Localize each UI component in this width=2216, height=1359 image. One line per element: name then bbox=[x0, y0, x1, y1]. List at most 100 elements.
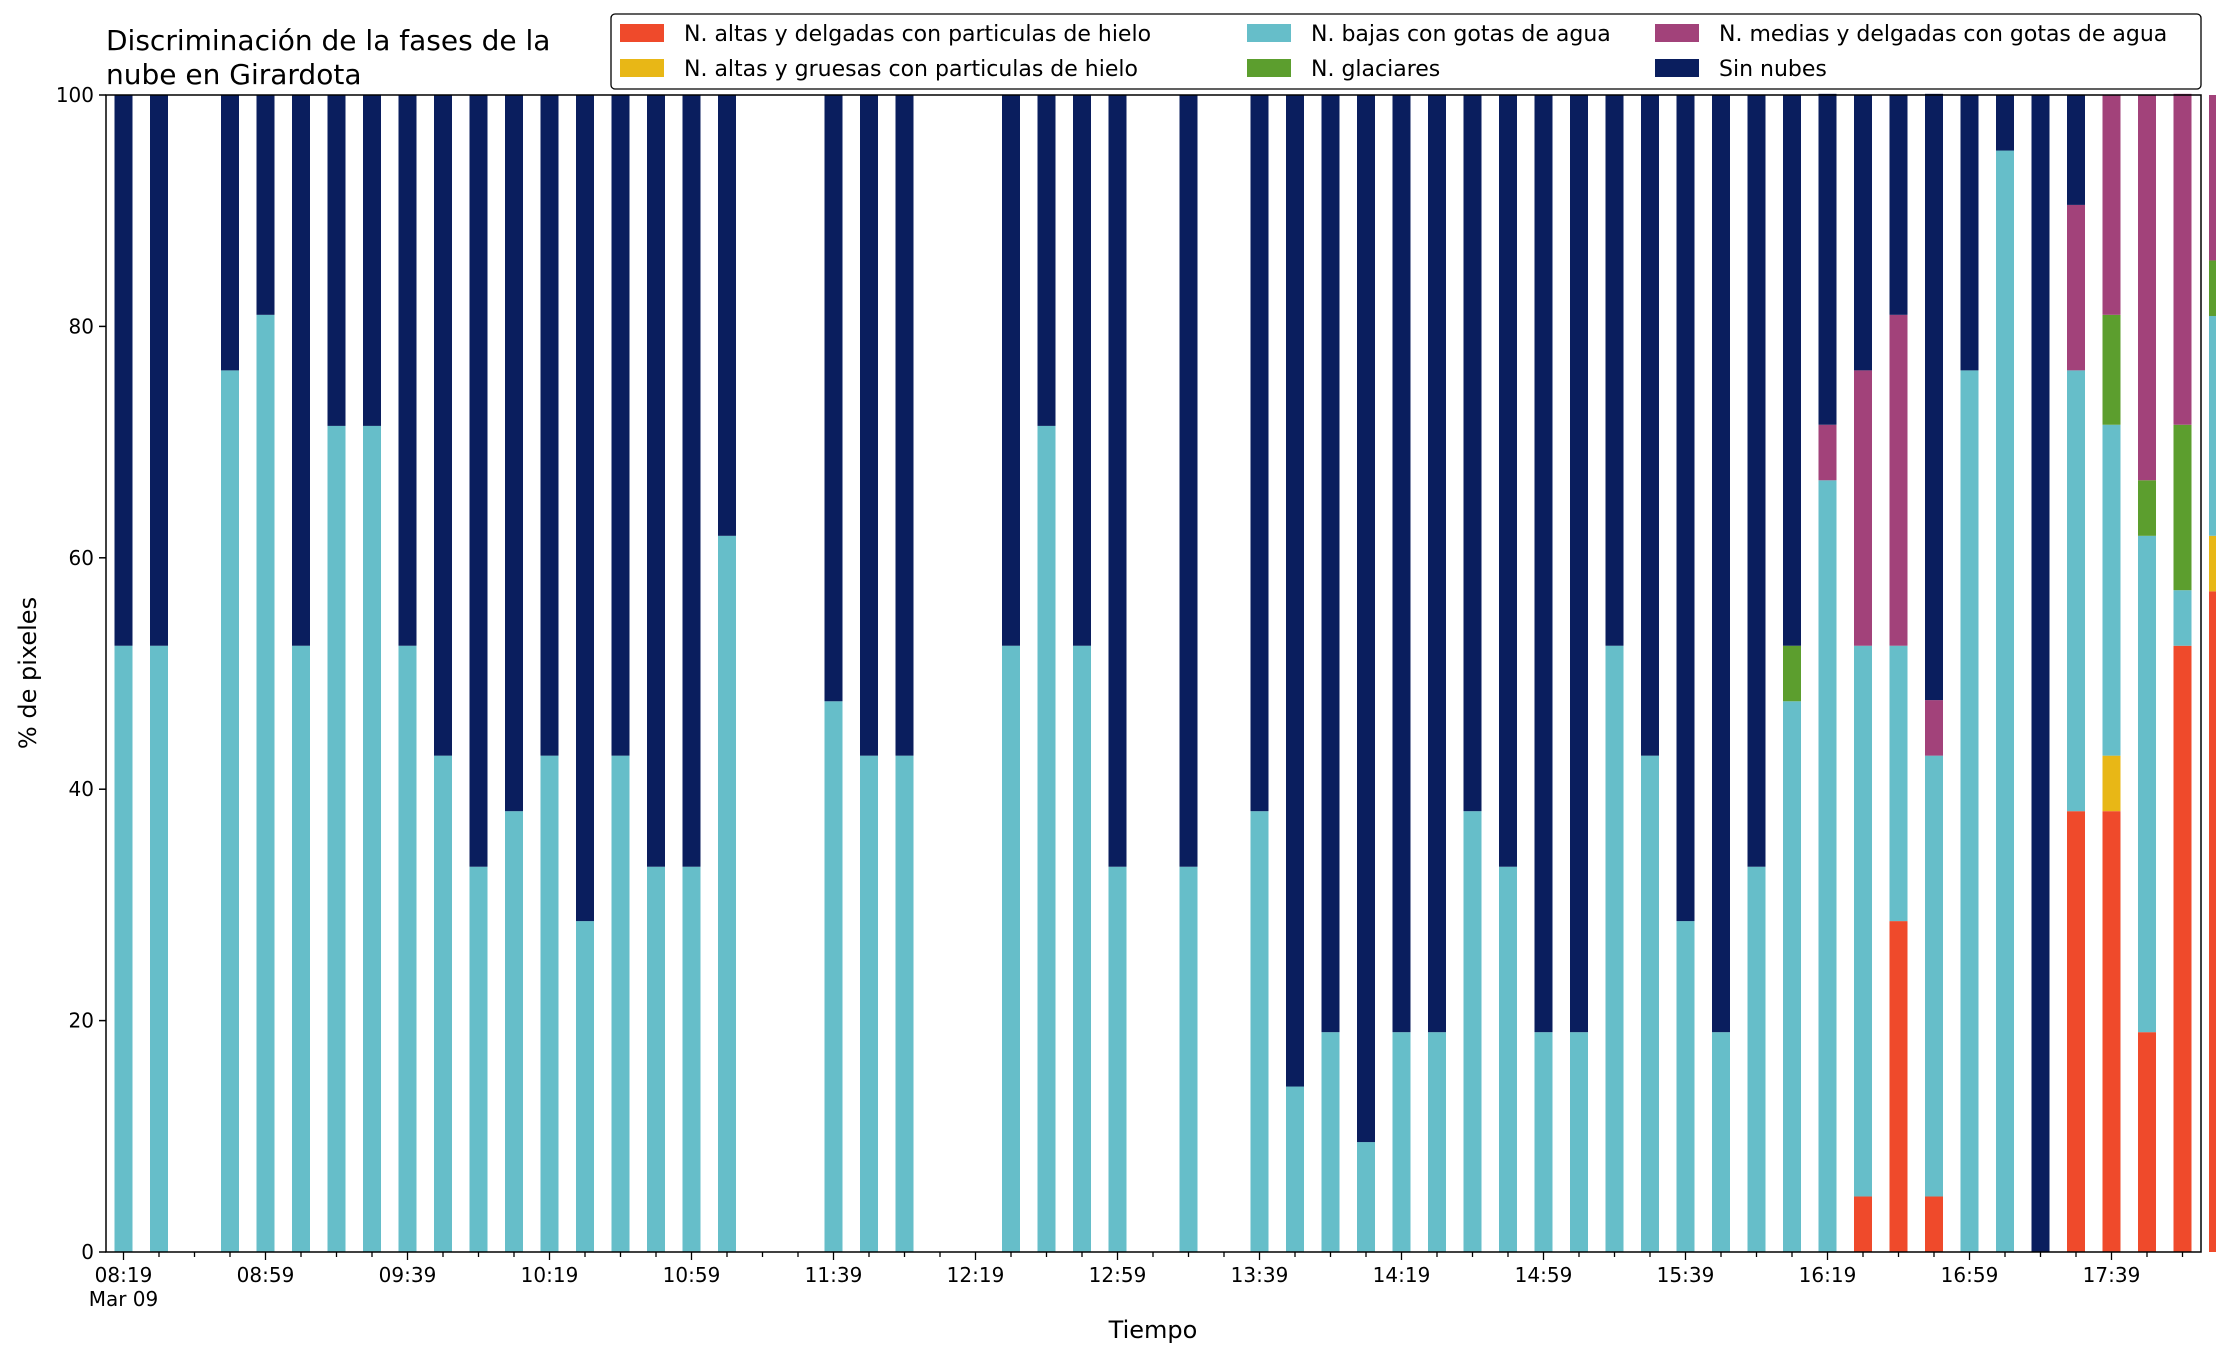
bar-segment bbox=[1783, 95, 1801, 646]
legend-label: N. altas y delgadas con particulas de hi… bbox=[684, 22, 1151, 47]
bar-segment bbox=[1748, 95, 1766, 867]
bar-segment bbox=[434, 756, 452, 1252]
bar-segment bbox=[2174, 425, 2192, 590]
legend-swatch bbox=[1247, 59, 1291, 77]
bar-segment bbox=[1961, 95, 1979, 370]
bar-segment bbox=[1854, 95, 1872, 370]
bar-segment bbox=[2067, 205, 2085, 370]
bar-segment bbox=[576, 95, 594, 921]
legend-swatch bbox=[620, 24, 664, 42]
bar-segment bbox=[505, 95, 523, 811]
bar-segment bbox=[434, 95, 452, 756]
bar-segment bbox=[2209, 95, 2216, 260]
bar-segment bbox=[1925, 94, 1943, 700]
bar-segment bbox=[328, 426, 346, 1252]
x-tick-label: 16:19 bbox=[1799, 1263, 1857, 1287]
bar-segment bbox=[2209, 536, 2216, 592]
bar-segment bbox=[1854, 370, 1872, 645]
bar-segment bbox=[1038, 426, 1056, 1252]
x-tick-label: 15:39 bbox=[1657, 1263, 1715, 1287]
bar-segment bbox=[1712, 1032, 1730, 1252]
bar-segment bbox=[825, 95, 843, 701]
bar-segment bbox=[1677, 921, 1695, 1252]
bar-segment bbox=[1002, 646, 1020, 1252]
x-tick-label: 14:19 bbox=[1373, 1263, 1431, 1287]
bar-segment bbox=[1499, 867, 1517, 1252]
bar-segment bbox=[2138, 536, 2156, 1032]
y-tick-label: 0 bbox=[81, 1240, 94, 1264]
bar-segment bbox=[1890, 646, 1908, 921]
bar-segment bbox=[221, 370, 239, 1252]
bar-segment bbox=[1890, 315, 1908, 646]
bar-segment bbox=[1428, 1032, 1446, 1252]
bar-segment bbox=[2174, 590, 2192, 646]
x-tick-label: 13:39 bbox=[1231, 1263, 1289, 1287]
bar-segment bbox=[115, 95, 133, 646]
bar-segment bbox=[1783, 701, 1801, 1252]
bar-segment bbox=[718, 536, 736, 1252]
bar-segment bbox=[399, 646, 417, 1252]
bar-segment bbox=[292, 646, 310, 1252]
y-tick-label: 40 bbox=[69, 777, 94, 801]
bar-segment bbox=[1393, 95, 1411, 1032]
bar-segment bbox=[2067, 95, 2085, 205]
bar-segment bbox=[1535, 1032, 1553, 1252]
bar-segment bbox=[2103, 425, 2121, 756]
bar-segment bbox=[576, 921, 594, 1252]
bar-segment bbox=[2138, 480, 2156, 536]
bar-segment bbox=[221, 95, 239, 370]
bar-segment bbox=[1073, 646, 1091, 1252]
bar-segment bbox=[328, 95, 346, 426]
bar-segment bbox=[1641, 95, 1659, 756]
bar-segment bbox=[470, 867, 488, 1252]
bar-segment bbox=[2103, 811, 2121, 1252]
bar-segment bbox=[1073, 95, 1091, 646]
bar-segment bbox=[399, 95, 417, 646]
bar-segment bbox=[647, 95, 665, 867]
bar-segment bbox=[612, 95, 630, 756]
x-tick-label: 12:59 bbox=[1089, 1263, 1147, 1287]
bar-segment bbox=[1180, 95, 1198, 867]
bar-segment bbox=[1890, 95, 1908, 315]
bar-segment bbox=[2138, 1032, 2156, 1252]
bar-segment bbox=[1109, 95, 1127, 867]
bar-segment bbox=[1393, 1032, 1411, 1252]
bar-segment bbox=[896, 756, 914, 1252]
bar-segment bbox=[1357, 95, 1375, 1142]
bar-segment bbox=[1251, 811, 1269, 1252]
bar-segment bbox=[2209, 591, 2216, 1252]
bar-segment bbox=[2032, 95, 2050, 1252]
bar-segment bbox=[1996, 151, 2014, 1252]
bar-segment bbox=[718, 95, 736, 536]
legend-swatch bbox=[1655, 24, 1699, 42]
bar-segment bbox=[2174, 94, 2192, 425]
bar-segment bbox=[825, 701, 843, 1252]
y-tick-label: 80 bbox=[69, 314, 94, 338]
x-tick-label: 16:59 bbox=[1941, 1263, 1999, 1287]
bar-segment bbox=[683, 867, 701, 1252]
bar-segment bbox=[2103, 95, 2121, 315]
bar-segment bbox=[1890, 921, 1908, 1252]
bar-segment bbox=[1180, 867, 1198, 1252]
plot-frame bbox=[106, 95, 2201, 1252]
x-tick-label: 17:39 bbox=[2083, 1263, 2141, 1287]
bar-segment bbox=[1322, 1032, 1340, 1252]
bars-group bbox=[115, 94, 2216, 1252]
bar-segment bbox=[363, 426, 381, 1252]
x-tick-label: 12:19 bbox=[947, 1263, 1005, 1287]
bar-segment bbox=[115, 646, 133, 1252]
bar-segment bbox=[150, 646, 168, 1252]
bar-segment bbox=[2209, 316, 2216, 536]
chart-title-line: nube en Girardota bbox=[106, 58, 361, 91]
bar-segment bbox=[1499, 95, 1517, 867]
bar-segment bbox=[1286, 95, 1304, 1087]
bar-segment bbox=[470, 95, 488, 867]
bar-segment bbox=[150, 95, 168, 646]
bar-segment bbox=[1819, 425, 1837, 481]
bar-segment bbox=[1641, 756, 1659, 1252]
x-tick-label: 11:39 bbox=[805, 1263, 863, 1287]
legend-label: N. glaciares bbox=[1311, 57, 1440, 82]
bar-segment bbox=[1996, 95, 2014, 151]
legend-swatch bbox=[1655, 59, 1699, 77]
